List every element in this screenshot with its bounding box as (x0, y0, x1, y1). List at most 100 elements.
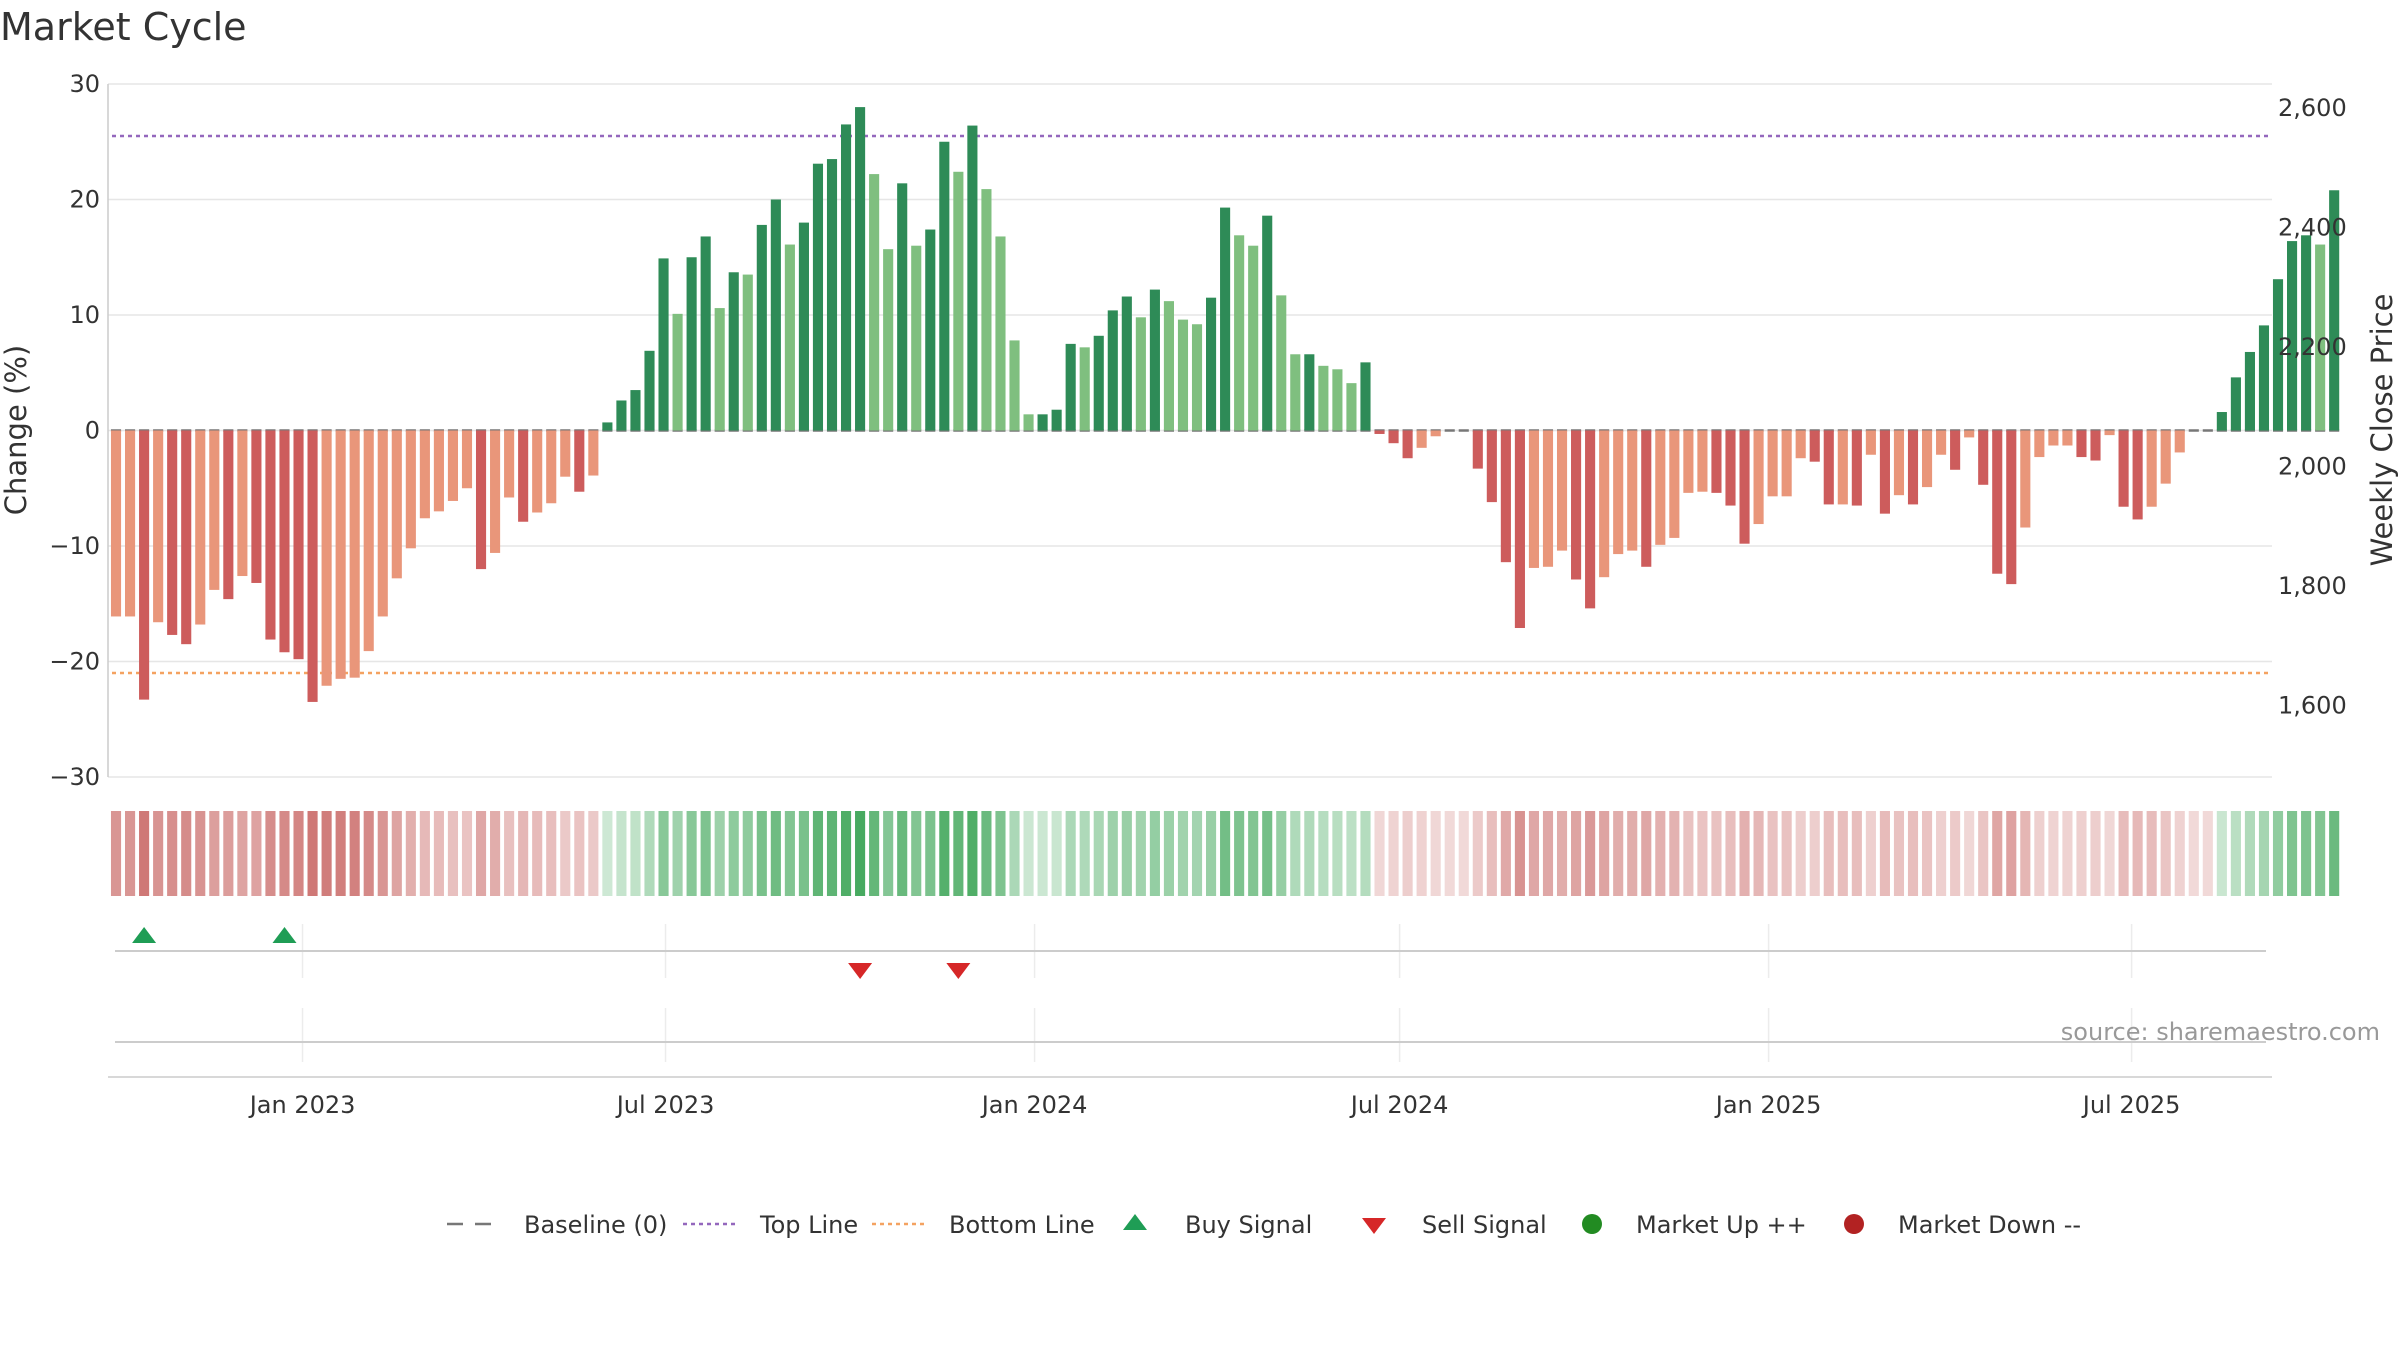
bar (995, 236, 1006, 431)
regime-cell (756, 811, 767, 896)
regime-cell (1051, 811, 1062, 896)
regime-cell (588, 811, 599, 896)
bar (1023, 414, 1034, 431)
bar (911, 245, 922, 431)
bar (2315, 244, 2326, 431)
regime-cell (1262, 811, 1273, 896)
regime-cell (602, 811, 613, 896)
bar (349, 430, 360, 678)
bar (2301, 235, 2312, 431)
regime-cell (461, 811, 473, 896)
bar (1585, 430, 1596, 609)
regime-cell (1921, 811, 1933, 896)
regime-cell (391, 811, 402, 896)
bar (2287, 241, 2298, 431)
bar (2090, 430, 2101, 461)
bar (1767, 430, 1778, 497)
bar (447, 430, 459, 501)
y2-tick-label: 2,000 (2278, 452, 2347, 480)
regime-cell (2301, 811, 2312, 896)
regime-cell (490, 811, 501, 896)
bar (490, 430, 501, 553)
regime-cell (1486, 811, 1497, 896)
bar (826, 159, 838, 431)
legend-swatch (1123, 1214, 1147, 1230)
x-tick-label: Jul 2023 (615, 1091, 715, 1119)
regime-cell (518, 811, 529, 896)
bar (700, 236, 711, 431)
regime-cell (911, 811, 922, 896)
bar (742, 274, 753, 431)
regime-cell (2118, 811, 2129, 896)
bar (883, 249, 894, 431)
bar (2258, 325, 2270, 431)
regime-cell (2020, 811, 2031, 896)
regime-cell (1191, 811, 1203, 896)
regime-cell (167, 811, 178, 896)
bar (897, 183, 908, 431)
bar (840, 124, 852, 431)
bar (1753, 430, 1764, 525)
bar (2146, 430, 2157, 507)
regime-cell (1725, 811, 1736, 896)
bar (321, 430, 332, 686)
bar (1879, 430, 1890, 514)
bar (209, 430, 220, 590)
y-tick-label: −20 (49, 648, 100, 676)
regime-cell (995, 811, 1006, 896)
regime-cell (2006, 811, 2017, 896)
bar (110, 430, 122, 617)
y2-tick-label: 2,400 (2278, 213, 2347, 241)
bar (1514, 430, 1525, 629)
regime-cell (1767, 811, 1778, 896)
bar (1220, 207, 1231, 431)
regime-cell (1023, 811, 1034, 896)
x-tick-label: Jan 2024 (980, 1091, 1088, 1119)
regime-cell (2315, 811, 2326, 896)
regime-cell (1121, 811, 1132, 896)
regime-cell (826, 811, 838, 896)
regime-cell (1739, 811, 1750, 896)
regime-cell (195, 811, 206, 896)
bar (1360, 362, 1371, 431)
bar (1781, 430, 1792, 497)
x-tick-label: Jul 2024 (1349, 1091, 1449, 1119)
legend-swatch (1362, 1218, 1386, 1234)
regime-cell (2160, 811, 2171, 896)
y-tick-label: −30 (49, 763, 100, 791)
regime-cell (1992, 811, 2003, 896)
legend-label: Top Line (759, 1211, 858, 1239)
regime-cell (798, 811, 809, 896)
bar (1051, 409, 1062, 431)
regime-cell (1809, 811, 1820, 896)
y-tick-label: 10 (69, 301, 100, 329)
bar (1542, 430, 1554, 567)
regime-cell (2287, 811, 2298, 896)
bar (1556, 430, 1568, 551)
regime-cell (377, 811, 388, 896)
legend-label: Baseline (0) (524, 1211, 667, 1239)
legend-swatch (1582, 1214, 1602, 1234)
bar (953, 171, 964, 431)
bar (1318, 365, 1329, 431)
regime-cell (153, 811, 164, 896)
regime-cell (2216, 811, 2227, 896)
source-note: source: sharemaestro.com (2061, 1018, 2380, 1046)
bar (1683, 430, 1694, 493)
bar (475, 430, 487, 570)
bar (2174, 430, 2185, 453)
y-tick-label: 20 (69, 186, 100, 214)
bar (1037, 414, 1048, 431)
bar (1851, 430, 1862, 506)
bar (2118, 430, 2129, 507)
bar (2244, 351, 2255, 431)
regime-cell (532, 811, 543, 896)
bar (2329, 190, 2340, 431)
regime-cell (728, 811, 739, 896)
legend: Baseline (0) Top Line Bottom Line Buy Signa… (447, 1211, 2081, 1239)
bars (110, 107, 2340, 702)
regime-cell (139, 811, 150, 896)
bar (461, 430, 473, 489)
bar (2272, 279, 2284, 431)
